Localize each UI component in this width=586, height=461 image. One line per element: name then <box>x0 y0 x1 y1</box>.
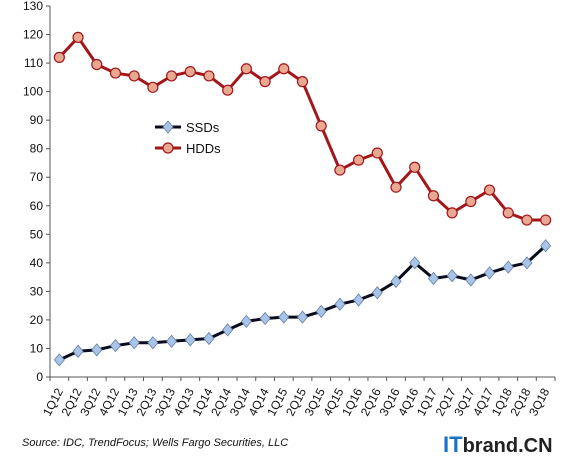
legend-item-hdds: HDDs <box>155 141 221 156</box>
data-point-ssds <box>427 271 439 286</box>
data-point-ssds <box>315 304 327 318</box>
series-line-hdds <box>58 35 546 222</box>
y-tick-label: 120 <box>23 28 43 42</box>
data-point-ssds <box>53 353 65 367</box>
x-tick-label: 3Q18 <box>526 386 552 419</box>
data-point-ssds <box>353 293 365 307</box>
legend-marker-hdds <box>162 142 174 154</box>
data-point-ssds <box>203 331 215 346</box>
data-point-hdds <box>427 190 440 202</box>
source-note: Source: IDC, TrendFocus; Wells Fargo Sec… <box>22 437 289 449</box>
data-point-ssds <box>390 274 402 289</box>
data-point-hdds <box>353 154 365 166</box>
legend: SSDs HDDs <box>155 120 221 156</box>
data-point-hdds <box>128 70 140 82</box>
data-point-hdds <box>91 58 103 71</box>
y-tick-label: 50 <box>30 227 44 241</box>
data-point-hdds <box>334 164 346 176</box>
data-point-hdds <box>72 31 84 43</box>
y-tick-label: 80 <box>30 142 44 156</box>
x-axis: 1Q122Q123Q124Q121Q132Q133Q134Q131Q142Q14… <box>40 376 556 419</box>
data-point-hdds <box>165 70 178 82</box>
data-point-ssds <box>184 333 196 347</box>
watermark-suffix: brand.CN <box>462 435 553 457</box>
data-point-ssds <box>371 286 383 300</box>
data-point-ssds <box>222 323 234 337</box>
series-layer <box>53 31 552 367</box>
data-point-ssds <box>109 338 121 353</box>
data-point-ssds <box>446 269 458 283</box>
data-point-ssds <box>240 314 252 328</box>
data-point-ssds <box>502 260 514 274</box>
data-point-ssds <box>484 266 496 280</box>
data-point-ssds <box>540 239 552 253</box>
data-point-hdds <box>483 184 496 196</box>
watermark-prefix: IT <box>443 432 463 457</box>
data-point-hdds <box>465 195 477 208</box>
data-point-hdds <box>53 51 65 63</box>
data-point-hdds <box>278 63 290 75</box>
data-point-ssds <box>278 310 290 324</box>
data-point-hdds <box>540 214 552 226</box>
y-tick-label: 60 <box>30 199 44 213</box>
series-ssds <box>53 239 552 367</box>
data-point-hdds <box>296 76 309 88</box>
y-axis: 0 10 20 30 40 50 60 70 80 90 100 110 120 130 <box>23 0 51 384</box>
data-point-ssds <box>296 310 309 324</box>
data-point-hdds <box>502 207 514 219</box>
data-point-ssds <box>409 256 421 270</box>
y-tick-label: 30 <box>30 284 44 298</box>
series-hdds <box>53 31 552 226</box>
data-point-hdds <box>222 84 234 96</box>
data-point-ssds <box>334 297 346 311</box>
legend-item-ssds: SSDs <box>155 120 220 135</box>
y-tick-label: 90 <box>30 113 44 127</box>
y-tick-label: 110 <box>24 56 43 70</box>
data-point-ssds <box>166 334 178 348</box>
y-tick-label: 20 <box>30 313 44 327</box>
data-point-ssds <box>465 273 477 287</box>
data-point-hdds <box>109 67 122 79</box>
legend-label-hdds: HDDs <box>186 141 221 156</box>
data-point-hdds <box>371 147 383 159</box>
y-tick-label: 100 <box>23 85 43 99</box>
data-point-hdds <box>184 66 196 78</box>
data-point-ssds <box>72 344 84 358</box>
data-point-ssds <box>91 343 103 357</box>
data-point-ssds <box>128 336 140 350</box>
data-point-ssds <box>521 256 533 270</box>
data-point-hdds <box>409 161 421 173</box>
data-point-hdds <box>521 214 533 226</box>
legend-marker-ssds <box>162 120 174 134</box>
watermark-logo: ITbrand.CN <box>443 432 553 458</box>
data-point-hdds <box>147 81 159 93</box>
data-point-hdds <box>315 120 327 132</box>
y-tick-label: 70 <box>30 170 44 184</box>
legend-label-ssds: SSDs <box>186 120 220 135</box>
y-tick-label: 130 <box>23 0 43 13</box>
data-point-ssds <box>259 311 271 326</box>
data-point-ssds <box>147 336 159 350</box>
y-tick-label: 40 <box>30 256 44 270</box>
data-point-hdds <box>259 76 271 88</box>
y-tick-label: 0 <box>36 370 43 384</box>
y-tick-label: 10 <box>30 341 44 355</box>
data-point-hdds <box>203 70 215 82</box>
data-point-hdds <box>390 181 402 193</box>
data-point-hdds <box>240 63 252 75</box>
data-point-hdds <box>446 207 458 219</box>
